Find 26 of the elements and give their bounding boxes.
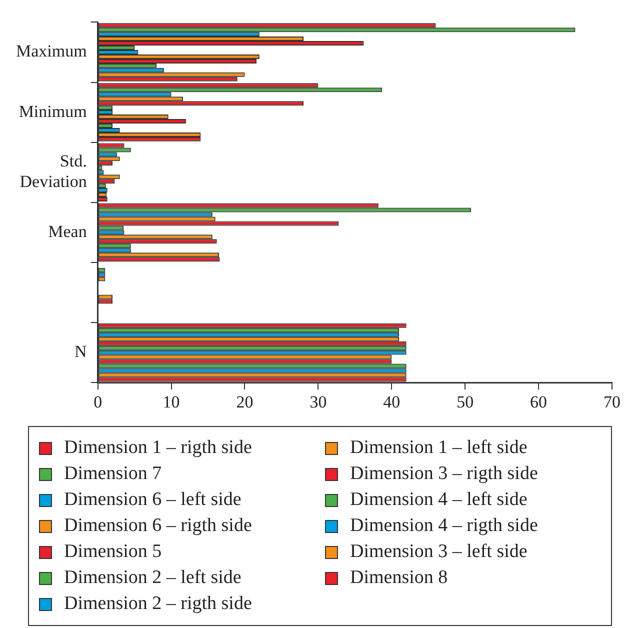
legend-label: Dimension 5 (64, 540, 162, 564)
y-tick-label: Mean (48, 222, 88, 241)
y-tick-label: Maximum (16, 42, 87, 61)
legend-label: Dimension 3 – rigth side (350, 462, 538, 486)
legend-label: Dimension 3 – left side (350, 540, 528, 564)
legend-label: Dimension 2 – rigth side (64, 592, 252, 616)
x-tick-label: 50 (456, 392, 474, 412)
y-tick-label: N (74, 342, 87, 362)
legend-label: Dimension 2 – left side (64, 566, 242, 590)
legend-label: Dimension 4 – left side (350, 488, 528, 512)
legend-label: Dimension 1 – rigth side (64, 436, 252, 460)
legend-label: Dimension 1 – left side (350, 436, 528, 460)
y-tick-label: Std. Deviation (20, 152, 88, 192)
legend-label: Dimension 6 – rigth side (64, 514, 252, 538)
y-tick-label: Minimum (18, 102, 87, 121)
legend-label: Dimension 6 – left side (64, 488, 242, 512)
x-tick-label: 10 (162, 392, 180, 412)
x-tick-label: 30 (310, 392, 327, 412)
x-tick-label: 40 (383, 392, 400, 412)
x-tick-label: 70 (604, 392, 620, 412)
legend-label: Dimension 8 (350, 566, 448, 590)
x-tick-label: 20 (236, 392, 254, 412)
x-tick-label: 0 (94, 392, 102, 412)
x-tick-label: 60 (530, 392, 548, 412)
legend-label: Dimension 7 (64, 462, 162, 486)
legend-label: Dimension 4 – rigth side (350, 514, 538, 538)
